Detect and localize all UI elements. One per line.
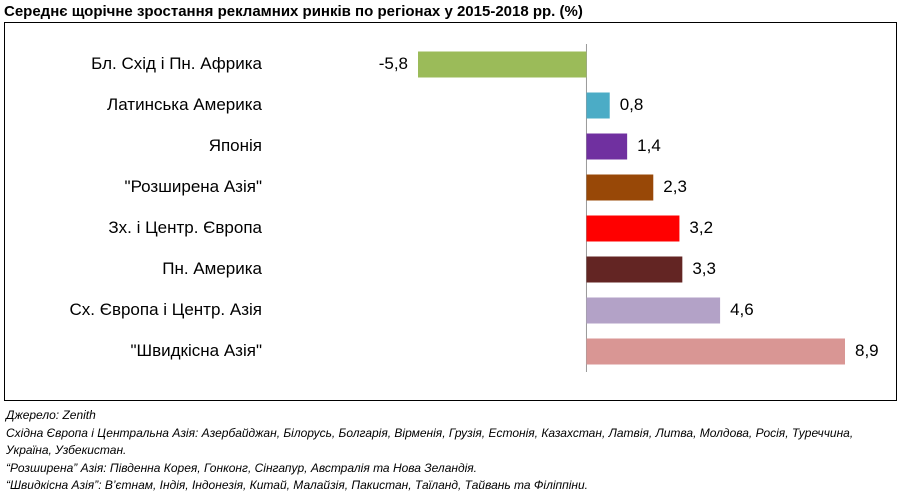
category-label: "Розширена Азія"	[125, 177, 262, 196]
note: “Швидкісна Азія”: В’єтнам, Індія, Індоне…	[6, 478, 589, 492]
category-label: Бл. Схід і Пн. Африка	[91, 54, 262, 73]
value-label: 8,9	[855, 341, 879, 360]
bar	[586, 256, 683, 283]
category-label: Зх. і Центр. Європа	[108, 218, 262, 237]
bar	[586, 338, 845, 365]
chart: Середнє щорічне зростання рекламних ринк…	[4, 3, 897, 401]
chart-frame	[4, 22, 897, 401]
category-label: Японія	[209, 136, 262, 155]
value-label: 4,6	[730, 300, 754, 319]
value-label: 3,3	[692, 259, 716, 278]
category-label: Латинська Америка	[107, 95, 262, 114]
category-label: Сх. Європа і Центр. Азія	[70, 300, 263, 319]
category-label: "Швидкісна Азія"	[131, 341, 263, 360]
value-label: -5,8	[379, 54, 408, 73]
note: Східна Європа і Центральна Азія: Азербай…	[6, 425, 854, 458]
bar	[586, 174, 654, 201]
value-label: 1,4	[637, 136, 661, 155]
value-label: 2,3	[663, 177, 687, 196]
note: Джерело: Zenith	[6, 408, 96, 422]
value-label: 3,2	[689, 218, 713, 237]
notes: Джерело: Zenith Східна Європа і Центральн…	[6, 407, 886, 495]
note: “Розширена” Азія: Південна Корея, Гонкон…	[6, 460, 478, 475]
bar	[586, 133, 628, 160]
bar	[586, 92, 610, 119]
category-label: Пн. Америка	[162, 259, 262, 278]
bar	[418, 51, 587, 78]
value-label: 0,8	[620, 95, 644, 114]
bar	[586, 215, 680, 242]
chart-title: Середнє щорічне зростання рекламних ринк…	[4, 3, 583, 20]
bar	[586, 297, 721, 324]
